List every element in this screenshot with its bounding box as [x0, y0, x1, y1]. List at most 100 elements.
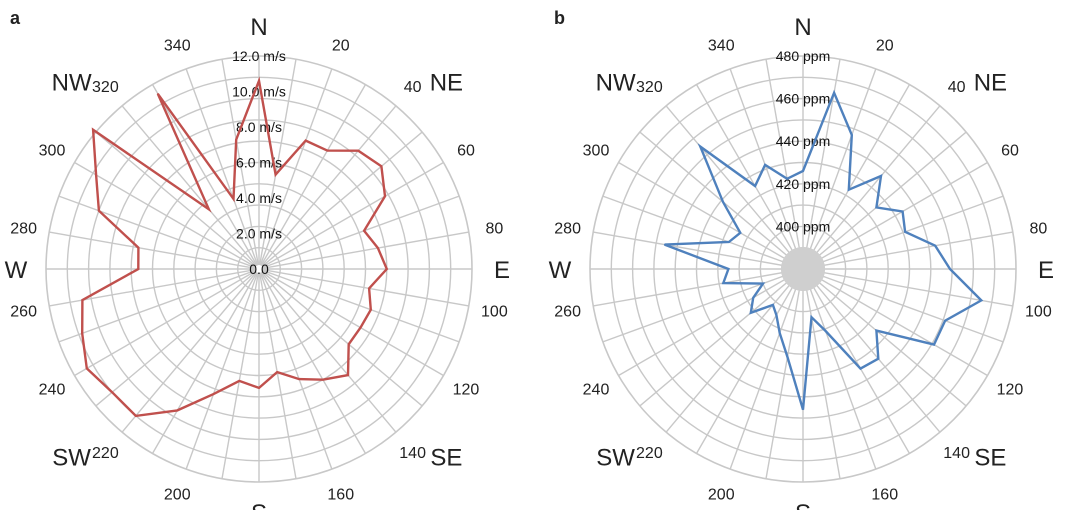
- data-point: [775, 314, 777, 316]
- grid-spoke: [259, 59, 297, 266]
- grid-spoke: [259, 68, 333, 266]
- grid-spoke: [803, 272, 841, 479]
- angle-tick-label: 200: [164, 487, 191, 504]
- polar-grid: [589, 55, 1017, 483]
- compass-labels: N NE E SE S SW W NW: [5, 14, 510, 510]
- wind-speed-rose-panel: a 20 40 60 80 100 120 140 160 200 220 240 260 280 300…: [5, 8, 510, 510]
- data-point: [238, 380, 240, 382]
- grid-spoke: [695, 272, 802, 454]
- data-point: [875, 206, 878, 208]
- data-point: [859, 368, 862, 370]
- data-point: [750, 312, 752, 314]
- angle-tick-label: 220: [92, 445, 119, 462]
- polar-grid: [45, 55, 473, 483]
- data-point: [902, 210, 904, 213]
- data-point: [980, 299, 982, 302]
- grid-spoke: [805, 271, 967, 407]
- radial-tick-labels: 0.0 2.0 m/s 4.0 m/s 6.0 m/s 8.0 m/s 10.0 m/s 1…: [232, 48, 286, 277]
- grid-spoke: [185, 68, 259, 266]
- grid-spoke: [262, 161, 444, 268]
- grid-spoke: [221, 59, 259, 266]
- data-point: [135, 415, 137, 417]
- data-point: [754, 185, 756, 187]
- radial-tick-label: 420 ppm: [776, 176, 830, 192]
- grid-spoke: [49, 231, 256, 269]
- radial-tick-label: 8.0 m/s: [236, 119, 282, 135]
- data-point: [824, 330, 827, 332]
- grid-spoke: [262, 269, 469, 307]
- data-point: [934, 245, 936, 247]
- data-point: [348, 343, 350, 345]
- data-point: [699, 146, 701, 148]
- wind-speed-radar-chart: 20 40 60 80 100 120 140 160 200 220 240 260 280 300 32…: [5, 14, 510, 510]
- data-points: [663, 92, 982, 411]
- grid-spoke: [58, 195, 256, 269]
- angle-tick-labels: 20 40 60 80 100 120 140 160 200 220 240 260 280 300 32…: [10, 37, 508, 503]
- grid-spoke: [639, 271, 801, 407]
- angle-tick-label: 320: [92, 79, 119, 96]
- grid-spoke: [261, 271, 397, 433]
- grid-spoke: [639, 131, 801, 267]
- data-point: [92, 129, 94, 131]
- angle-tick-label: 160: [871, 487, 898, 504]
- grid-spoke: [261, 131, 423, 267]
- angle-tick-label: 340: [708, 37, 735, 54]
- angle-tick-label: 100: [481, 304, 508, 321]
- grid-spoke: [151, 84, 258, 266]
- angle-tick-label: 340: [164, 37, 191, 54]
- grid-spoke: [602, 269, 800, 343]
- compass-label-sw: SW: [596, 444, 635, 471]
- grid-spoke: [262, 270, 444, 377]
- angle-tick-label: 80: [1029, 220, 1047, 237]
- grid-spoke: [695, 84, 802, 266]
- grid-spoke: [804, 272, 911, 454]
- data-point: [111, 391, 113, 393]
- grid-spoke: [805, 271, 941, 433]
- data-point: [802, 170, 804, 172]
- data-point: [802, 408, 804, 411]
- data-point: [728, 241, 730, 243]
- data-point: [363, 230, 365, 232]
- grid-spoke: [806, 270, 988, 377]
- grid-spoke: [806, 269, 1013, 307]
- compass-label-e: E: [494, 257, 510, 284]
- data-point: [722, 282, 724, 284]
- data-point: [810, 316, 813, 318]
- grid-spoke: [259, 272, 333, 470]
- angle-tick-label: 240: [583, 382, 610, 399]
- grid-spoke: [765, 59, 803, 266]
- data-point: [386, 268, 388, 270]
- data-point: [137, 268, 139, 270]
- compass-label-s: S: [251, 500, 267, 510]
- grid-spoke: [121, 271, 257, 433]
- data-point: [904, 231, 906, 233]
- data-point: [880, 175, 882, 177]
- grid-spoke: [74, 270, 256, 377]
- compass-label-ne: NE: [974, 70, 1007, 97]
- data-point: [663, 243, 666, 246]
- data-point: [772, 304, 774, 306]
- angle-tick-label: 320: [636, 79, 663, 96]
- angle-tick-label: 200: [708, 487, 735, 504]
- angle-tick-label: 40: [404, 79, 422, 96]
- compass-label-n: N: [794, 14, 811, 41]
- grid-spoke: [602, 195, 800, 269]
- compass-label-w: W: [549, 257, 572, 284]
- radial-tick-label: 2.0 m/s: [236, 226, 282, 242]
- data-point: [752, 297, 754, 299]
- data-point: [875, 330, 878, 332]
- radial-tick-label: 480 ppm: [776, 48, 830, 64]
- angle-tick-labels: 20 40 60 80 100 120 140 160 200 220 240 260 280 300 32…: [554, 37, 1052, 503]
- data-point: [848, 189, 850, 191]
- grid-spoke: [665, 105, 801, 267]
- grid-spoke: [121, 105, 257, 267]
- compass-label-se: SE: [974, 444, 1006, 471]
- panel-label-b: b: [554, 8, 565, 28]
- data-point: [359, 326, 362, 329]
- compass-label-sw: SW: [52, 444, 91, 471]
- compass-label-s: S: [795, 500, 811, 510]
- grid-spoke: [804, 84, 911, 266]
- data-point: [357, 150, 359, 152]
- grid-spoke: [260, 84, 367, 266]
- angle-tick-label: 100: [1025, 304, 1052, 321]
